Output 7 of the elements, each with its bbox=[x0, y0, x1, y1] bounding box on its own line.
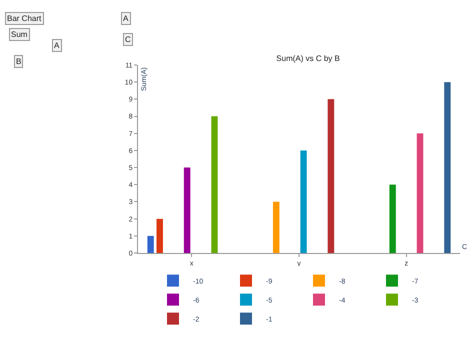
chart-title: Sum(A) vs C by B bbox=[276, 54, 340, 63]
text: Bar Chart bbox=[7, 14, 42, 23]
text: B bbox=[16, 57, 22, 66]
text: A bbox=[123, 14, 129, 23]
text: Sum bbox=[11, 30, 28, 39]
text: A bbox=[54, 41, 60, 50]
text: C bbox=[125, 35, 131, 44]
